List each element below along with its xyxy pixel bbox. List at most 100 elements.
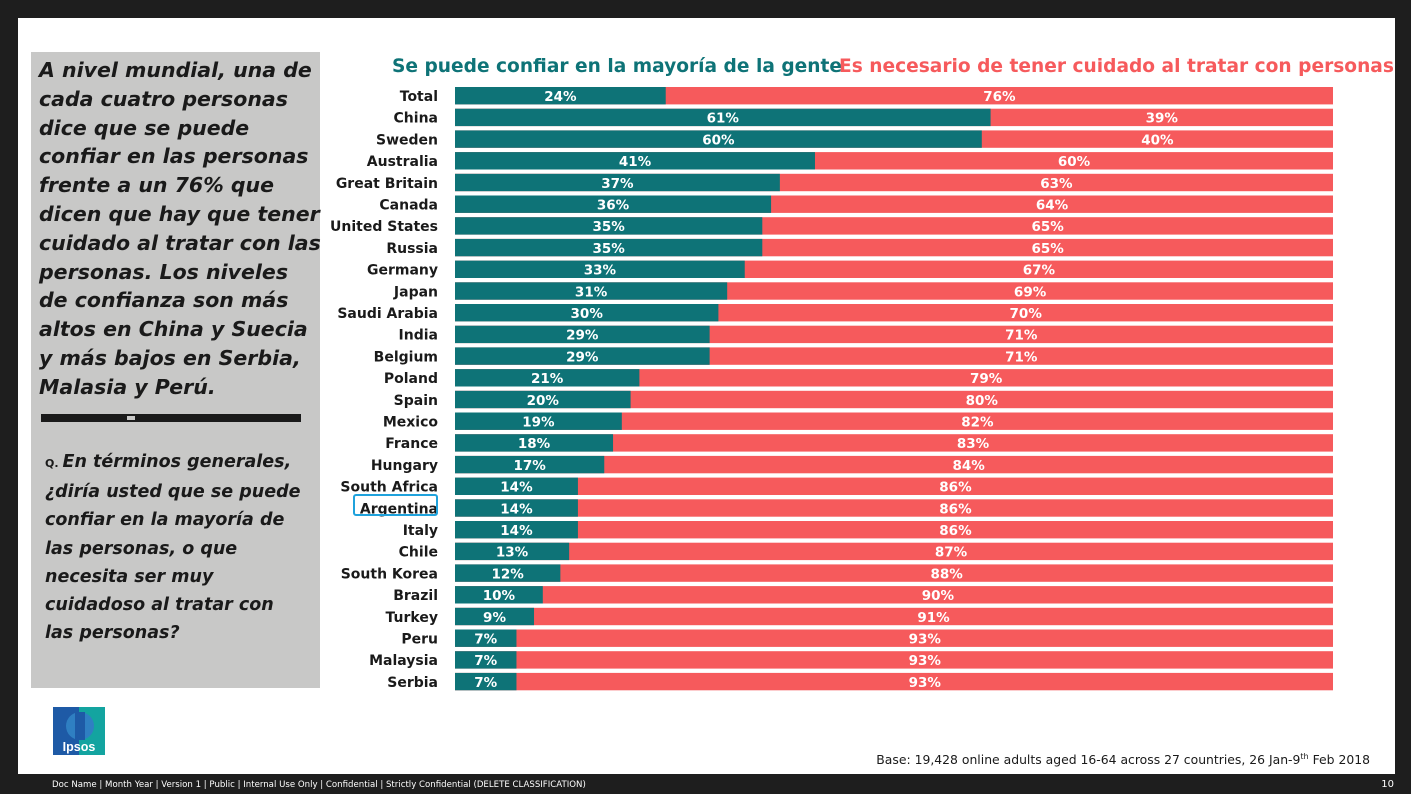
- bar-careful-hungary: [455, 455, 1333, 474]
- value-label-trust-great-britain: 37%: [601, 176, 634, 192]
- country-label-india: India: [399, 328, 438, 344]
- bar-careful-malaysia: [455, 651, 1333, 669]
- value-label-trust-saudi-arabia: 30%: [571, 306, 604, 322]
- bar-careful-chile: [455, 542, 1333, 561]
- summary-panel: A nivel mundial, una de cada cuatro pers…: [31, 52, 321, 688]
- ipsos-logo: Ipsos: [53, 707, 105, 755]
- bar-trust-australia: [455, 152, 815, 170]
- value-label-careful-russia: 65%: [1031, 241, 1064, 257]
- value-label-trust-russia: 35%: [592, 241, 625, 257]
- bar-trust-belgium: [455, 347, 710, 365]
- value-label-trust-turkey: 9%: [483, 610, 506, 626]
- value-label-trust-italy: 14%: [500, 523, 533, 539]
- value-label-trust-spain: 20%: [527, 393, 560, 409]
- value-label-careful-spain: 80%: [966, 393, 999, 409]
- value-label-careful-malaysia: 93%: [909, 653, 942, 669]
- bar-careful-argentina: [455, 499, 1333, 517]
- value-label-careful-france: 83%: [957, 436, 990, 452]
- bar-trust-canada: [455, 195, 772, 213]
- bar-trust-brazil: [455, 586, 543, 604]
- value-label-careful-belgium: 71%: [1005, 349, 1038, 365]
- value-label-trust-south-africa: 14%: [500, 480, 533, 496]
- value-label-trust-canada: 36%: [597, 198, 630, 214]
- value-label-trust-serbia: 7%: [474, 675, 497, 691]
- bar-careful-peru: [455, 629, 1333, 647]
- bar-trust-germany: [455, 260, 745, 278]
- slide: A nivel mundial, una de cada cuatro pers…: [18, 18, 1395, 774]
- bar-trust-china: [455, 108, 991, 127]
- bar-trust-hungary: [455, 455, 605, 474]
- bar-careful-poland: [455, 369, 1333, 387]
- bar-careful-italy: [455, 521, 1333, 539]
- country-label-hungary: Hungary: [371, 458, 438, 474]
- bar-trust-mexico: [455, 412, 622, 430]
- logo-text: Ipsos: [63, 740, 96, 754]
- value-label-trust-poland: 21%: [531, 371, 564, 387]
- country-label-spain: Spain: [394, 393, 438, 409]
- country-label-belgium: Belgium: [374, 349, 438, 365]
- value-label-trust-chile: 13%: [496, 545, 529, 561]
- bar-careful-serbia: [455, 672, 1333, 691]
- bar-careful-mexico: [455, 412, 1333, 430]
- stacked-bar-chart: Total 24% 76% China 61% 39% Sweden 60% 40% Austra…: [330, 87, 1333, 691]
- bar-trust-india: [455, 325, 710, 344]
- bar-trust-great-britain: [455, 173, 780, 192]
- bar-trust-saudi-arabia: [455, 304, 719, 322]
- value-label-trust-mexico: 19%: [522, 415, 555, 431]
- country-label-great-britain: Great Britain: [336, 176, 438, 192]
- country-label-turkey: Turkey: [386, 610, 438, 626]
- country-label-japan: Japan: [393, 284, 438, 300]
- value-label-careful-germany: 67%: [1023, 263, 1056, 279]
- page-number: 10: [1381, 779, 1394, 790]
- divider: [41, 414, 301, 422]
- question-prefix: Q.: [45, 457, 59, 470]
- doc-classification: Doc Name | Month Year | Version 1 | Publ…: [52, 780, 586, 790]
- country-label-brazil: Brazil: [393, 588, 438, 604]
- value-label-trust-malaysia: 7%: [474, 653, 497, 669]
- value-label-trust-south-korea: 12%: [492, 566, 525, 582]
- value-label-trust-australia: 41%: [619, 154, 652, 170]
- country-label-united-states: United States: [330, 219, 438, 235]
- value-label-trust-sweden: 60%: [702, 132, 735, 148]
- bar-careful-france: [455, 434, 1333, 452]
- value-label-careful-peru: 93%: [909, 632, 942, 648]
- bar-trust-japan: [455, 282, 728, 300]
- value-label-careful-mexico: 82%: [961, 415, 994, 431]
- bar-trust-argentina: [455, 499, 578, 517]
- question-text: En términos generales, ¿diría usted que …: [45, 452, 301, 644]
- value-label-trust-china: 61%: [707, 111, 740, 127]
- value-label-trust-india: 29%: [566, 328, 599, 344]
- legend-careful: Es necesario de tener cuidado al tratar …: [839, 56, 1394, 77]
- bar-careful-south-korea: [455, 564, 1333, 582]
- bar-trust-turkey: [455, 607, 535, 626]
- value-label-trust-total: 24%: [544, 89, 577, 105]
- country-label-serbia: Serbia: [387, 675, 438, 691]
- bar-trust-sweden: [455, 130, 982, 148]
- value-label-careful-sweden: 40%: [1141, 132, 1174, 148]
- country-label-poland: Poland: [384, 371, 438, 387]
- headline: A nivel mundial, una de cada cuatro pers…: [39, 58, 321, 399]
- country-label-mexico: Mexico: [383, 415, 439, 431]
- value-label-careful-serbia: 93%: [909, 675, 942, 691]
- value-label-careful-italy: 86%: [939, 523, 972, 539]
- bar-trust-malaysia: [455, 651, 517, 669]
- divider-notch: [127, 416, 135, 420]
- value-label-careful-argentina: 86%: [939, 501, 972, 517]
- bar-trust-italy: [455, 521, 578, 539]
- country-label-china: China: [394, 111, 438, 127]
- bar-careful-brazil: [455, 586, 1333, 604]
- bar-trust-poland: [455, 369, 640, 387]
- bar-trust-chile: [455, 542, 570, 561]
- country-label-total: Total: [400, 89, 438, 105]
- bar-careful-south-africa: [455, 477, 1333, 495]
- bar-trust-france: [455, 434, 614, 452]
- country-label-argentina: Argentina: [360, 501, 438, 517]
- value-label-trust-japan: 31%: [575, 284, 608, 300]
- bar-trust-spain: [455, 390, 631, 409]
- country-label-australia: Australia: [367, 154, 438, 170]
- bar-careful-turkey: [455, 607, 1333, 626]
- value-label-careful-chile: 87%: [935, 545, 968, 561]
- bar-trust-peru: [455, 629, 517, 647]
- country-label-germany: Germany: [367, 263, 438, 279]
- legend-trust: Se puede confiar en la mayoría de la gen…: [392, 56, 842, 77]
